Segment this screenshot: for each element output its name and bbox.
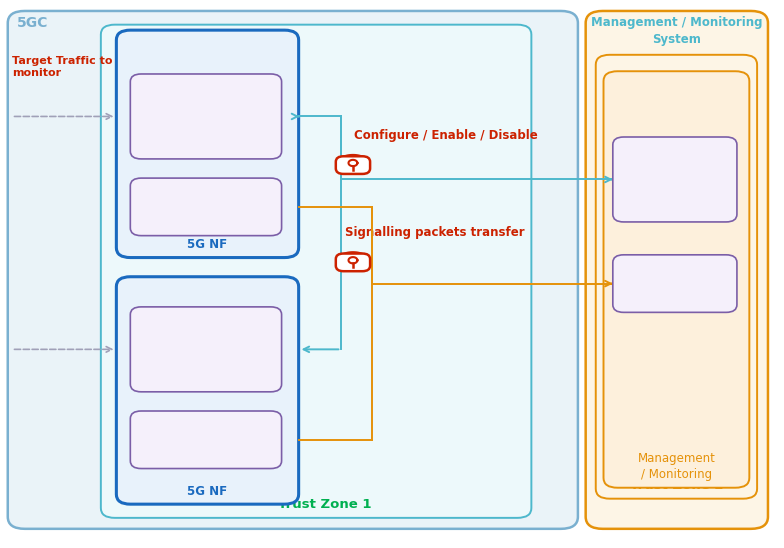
FancyBboxPatch shape [336,254,370,271]
Text: STM
Management
Producer: STM Management Producer [172,99,240,134]
Text: 5G NF: 5G NF [187,238,227,251]
Text: STM Data
Producer: STM Data Producer [181,196,231,218]
FancyBboxPatch shape [116,30,299,258]
Text: 5G NF: 5G NF [187,484,227,498]
FancyBboxPatch shape [130,74,281,159]
Text: STM Data
Consumer: STM Data Consumer [648,272,702,295]
Text: Management
/ Monitoring: Management / Monitoring [637,452,715,481]
Text: STM Data
Producer: STM Data Producer [181,429,231,451]
FancyBboxPatch shape [336,156,370,174]
Text: Management / Monitoring
System: Management / Monitoring System [591,16,763,47]
Text: STM
Management
Producer: STM Management Producer [172,332,240,367]
FancyBboxPatch shape [8,11,578,529]
FancyBboxPatch shape [586,11,768,529]
FancyBboxPatch shape [130,307,281,392]
FancyBboxPatch shape [116,277,299,504]
FancyBboxPatch shape [604,71,750,488]
FancyBboxPatch shape [596,55,757,499]
FancyBboxPatch shape [130,411,281,469]
Text: Configure / Enable / Disable: Configure / Enable / Disable [354,129,538,142]
Text: Trust Zone 2: Trust Zone 2 [630,479,723,492]
FancyBboxPatch shape [613,137,737,222]
Text: Signalling packets transfer: Signalling packets transfer [345,226,524,239]
Text: Trust Zone 1: Trust Zone 1 [278,498,372,511]
FancyBboxPatch shape [613,255,737,312]
Text: Target Traffic to
monitor: Target Traffic to monitor [12,56,112,78]
FancyBboxPatch shape [101,25,532,518]
Text: 5GC: 5GC [17,16,49,31]
FancyBboxPatch shape [130,178,281,236]
Text: STM
Management
Consumer: STM Management Consumer [641,162,709,197]
